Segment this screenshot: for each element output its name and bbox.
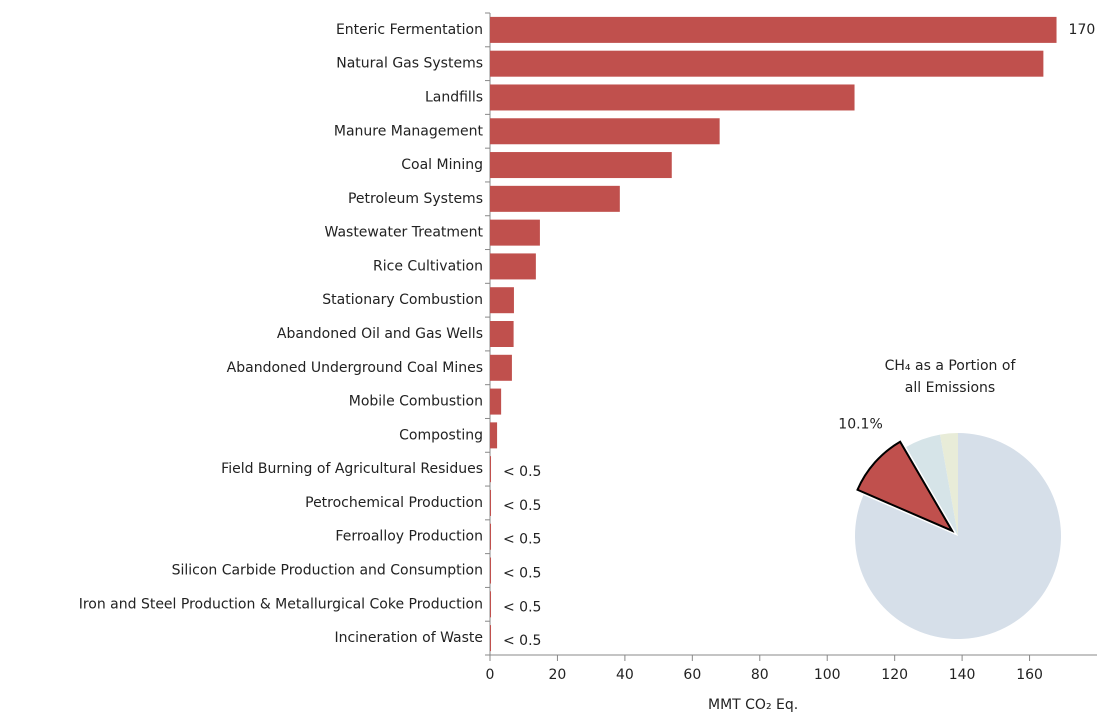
- x-tick-label: 160: [1016, 667, 1043, 683]
- bar: [490, 354, 512, 381]
- category-label: Enteric Fermentation: [336, 22, 483, 38]
- bar: [490, 50, 1044, 77]
- bar: [490, 422, 498, 449]
- x-tick-label: 120: [881, 667, 908, 683]
- category-label: Mobile Combustion: [349, 394, 483, 410]
- bar: [490, 287, 514, 314]
- bar: [490, 557, 492, 584]
- bar: [490, 625, 492, 652]
- category-label: Ferroalloy Production: [335, 529, 483, 545]
- value-label: < 0.5: [503, 599, 541, 615]
- bar: [490, 118, 720, 145]
- bar: [490, 321, 514, 347]
- category-label: Manure Management: [334, 123, 484, 139]
- bar: [490, 152, 672, 179]
- bar: [490, 253, 536, 280]
- x-tick-label: 40: [616, 667, 634, 683]
- bar: [490, 16, 1057, 43]
- bar: [490, 591, 492, 618]
- value-label: < 0.5: [503, 464, 541, 480]
- bar: [490, 523, 492, 550]
- pie-slice: [856, 440, 955, 533]
- pie-slice: [906, 434, 958, 536]
- bar: [490, 84, 855, 111]
- category-label: Incineration of Waste: [334, 630, 483, 646]
- value-label: < 0.5: [503, 566, 541, 582]
- category-label: Rice Cultivation: [373, 258, 483, 274]
- category-label: Silicon Carbide Production and Consumpti…: [172, 563, 483, 579]
- value-label: < 0.5: [503, 498, 541, 514]
- category-label: Abandoned Oil and Gas Wells: [277, 326, 483, 342]
- x-axis-label: MMT CO₂ Eq.: [708, 697, 798, 713]
- x-tick-label: 100: [814, 667, 841, 683]
- value-label: < 0.5: [503, 532, 541, 548]
- pie-title-line: all Emissions: [905, 380, 995, 396]
- category-label: Coal Mining: [401, 157, 483, 173]
- category-label: Landfills: [425, 89, 483, 105]
- x-tick-label: 20: [549, 667, 567, 683]
- bar: [490, 388, 502, 415]
- pie-title-line: CH₄ as a Portion of: [885, 358, 1017, 374]
- bar: [490, 219, 540, 246]
- category-label: Stationary Combustion: [322, 292, 483, 308]
- bar: [490, 185, 620, 212]
- category-label: Wastewater Treatment: [325, 225, 484, 241]
- pie-value-label: 10.1%: [838, 416, 882, 432]
- category-label: Composting: [399, 427, 483, 443]
- category-label: Iron and Steel Production & Metallurgica…: [79, 596, 483, 612]
- x-tick-label: 80: [751, 667, 769, 683]
- bar: [490, 456, 492, 483]
- bar: [490, 489, 492, 516]
- pie-title: CH₄ as a Portion of all Emissions: [885, 358, 1017, 396]
- pie-slice: [939, 433, 958, 536]
- category-label: Petroleum Systems: [348, 191, 483, 207]
- category-label: Field Burning of Agricultural Residues: [221, 461, 483, 477]
- category-label: Abandoned Underground Coal Mines: [227, 360, 483, 376]
- value-label: 170: [1069, 22, 1096, 38]
- x-tick-label: 60: [683, 667, 701, 683]
- value-label: < 0.5: [503, 633, 541, 649]
- category-label: Petrochemical Production: [305, 495, 483, 511]
- x-tick-label: 0: [486, 667, 495, 683]
- category-label: Natural Gas Systems: [336, 56, 483, 72]
- pie-slice: [855, 433, 1061, 640]
- x-tick-label: 140: [949, 667, 976, 683]
